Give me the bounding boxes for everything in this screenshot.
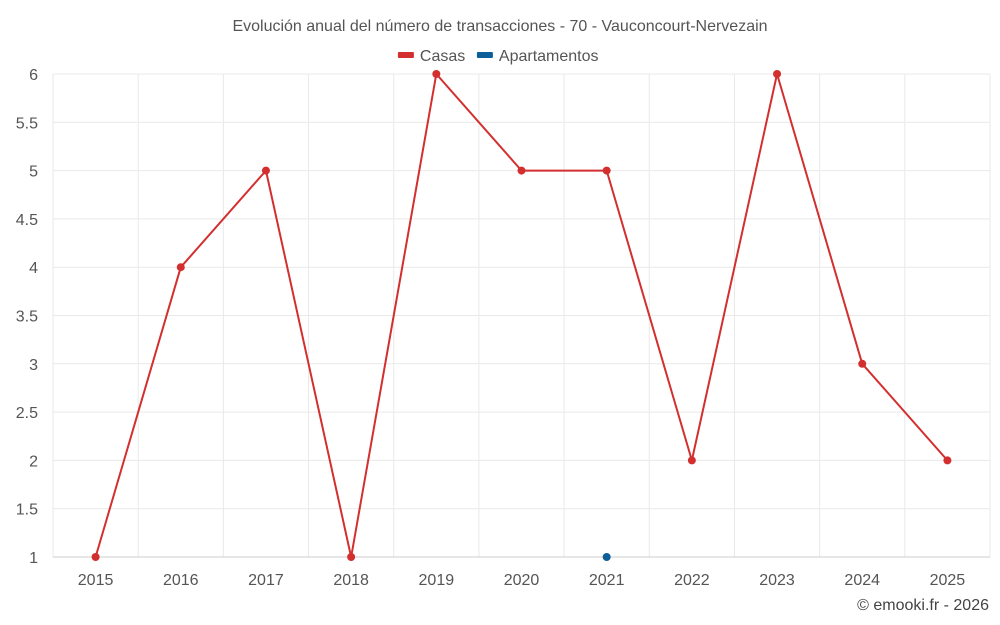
y-tick-label: 4 — [29, 260, 38, 277]
axis-layer: 1 1.5 2 2.5 3 3.5 4 4.5 5 5.5 6 2015 2016 2017 2018 201… — [16, 67, 990, 589]
legend-item-casas[interactable]: Casas — [397, 48, 465, 65]
x-tick-label: 2018 — [333, 572, 369, 589]
y-tick-label: 1.5 — [16, 502, 38, 519]
legend[interactable]: Casas Apartamentos — [397, 48, 599, 65]
x-tick-label: 2025 — [930, 572, 966, 589]
series-apartamentos — [602, 553, 611, 561]
series-layer — [91, 70, 952, 561]
grid-layer — [52, 73, 991, 557]
legend-label: Casas — [420, 48, 465, 65]
y-tick-label: 4.5 — [16, 212, 38, 229]
x-tick-label: 2016 — [163, 572, 199, 589]
legend-label: Apartamentos — [499, 48, 599, 65]
x-tick-label: 2021 — [589, 572, 625, 589]
y-tick-label: 5.5 — [16, 115, 38, 132]
y-tick-label: 2 — [29, 453, 38, 470]
y-tick-label: 3.5 — [16, 309, 38, 326]
data-point[interactable] — [602, 166, 611, 175]
data-point[interactable] — [176, 263, 185, 272]
data-point[interactable] — [432, 70, 441, 78]
legend-swatch — [476, 52, 493, 58]
data-point[interactable] — [773, 70, 782, 78]
x-tick-label: 2023 — [759, 572, 795, 589]
x-tick-label: 2024 — [844, 572, 880, 589]
data-point[interactable] — [858, 359, 867, 368]
data-point[interactable] — [91, 553, 100, 561]
y-tick-label: 3 — [29, 357, 38, 374]
x-tick-label: 2019 — [419, 572, 455, 589]
x-tick-label: 2020 — [504, 572, 540, 589]
data-point[interactable] — [943, 456, 952, 465]
x-tick-label: 2015 — [78, 572, 114, 589]
chart-credit: © emooki.fr - 2026 — [857, 597, 989, 614]
y-tick-label: 5 — [29, 164, 38, 181]
data-point[interactable] — [517, 166, 526, 175]
y-tick-label: 2.5 — [16, 405, 38, 422]
legend-swatch — [397, 52, 414, 58]
series-casas — [91, 70, 952, 561]
data-point[interactable] — [261, 166, 270, 175]
chart-title: Evolución anual del número de transaccio… — [232, 18, 767, 35]
y-tick-label: 6 — [29, 67, 38, 84]
data-point[interactable] — [687, 456, 696, 465]
data-point[interactable] — [347, 553, 356, 561]
x-tick-label: 2017 — [248, 572, 284, 589]
y-tick-label: 1 — [29, 550, 38, 567]
x-tick-label: 2022 — [674, 572, 710, 589]
legend-item-apartamentos[interactable]: Apartamentos — [476, 48, 599, 65]
data-point[interactable] — [602, 553, 611, 561]
